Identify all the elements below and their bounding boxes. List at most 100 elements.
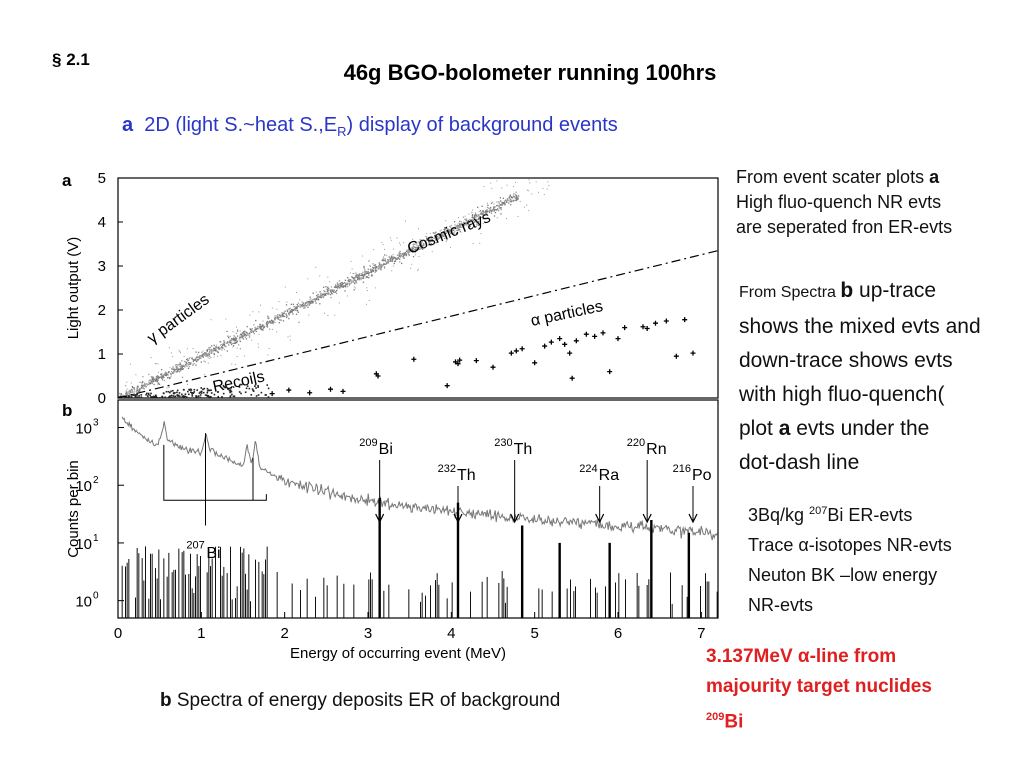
gamma-point xyxy=(405,254,408,257)
gamma-point xyxy=(382,264,384,266)
gamma-point xyxy=(364,271,366,273)
gamma-point xyxy=(281,315,283,317)
gamma-point xyxy=(504,202,506,204)
bi-line1-before: 3Bq/kg xyxy=(748,505,810,525)
gamma-point xyxy=(267,316,269,318)
gamma-point xyxy=(175,366,177,368)
gamma-point xyxy=(207,357,209,359)
gamma-point xyxy=(377,266,379,268)
gamma-point xyxy=(457,227,459,230)
gamma-point xyxy=(267,315,269,317)
recoil-point xyxy=(174,392,176,394)
gamma-point xyxy=(197,356,199,359)
gamma-point xyxy=(391,270,393,272)
gamma-point xyxy=(147,384,149,386)
gamma-point xyxy=(482,212,484,215)
gamma-point xyxy=(208,352,210,354)
gamma-point xyxy=(232,346,234,348)
peak-arrow-head xyxy=(375,513,385,524)
gamma-point xyxy=(516,197,518,199)
gamma-point xyxy=(133,391,135,393)
gamma-point xyxy=(346,283,348,286)
gamma-point xyxy=(190,362,192,364)
gamma-point xyxy=(236,330,239,332)
gamma-point xyxy=(430,239,433,241)
gamma-point xyxy=(244,335,246,337)
note-b-line3: down-trace shows evts xyxy=(739,349,953,372)
gamma-point xyxy=(358,275,360,278)
gamma-point xyxy=(158,383,161,386)
section-number-text: 2.1 xyxy=(66,50,90,69)
panel-b-ytick-label: 10 xyxy=(75,421,92,438)
gamma-point xyxy=(151,380,153,383)
gamma-point xyxy=(139,390,141,392)
gamma-point xyxy=(248,336,251,338)
bi207-bracket xyxy=(163,444,267,501)
gamma-point xyxy=(417,268,419,270)
gamma-point xyxy=(126,381,128,383)
gamma-point xyxy=(352,279,354,282)
gamma-point xyxy=(398,254,400,256)
bi-line3: Neuton BK –low energy xyxy=(748,565,938,585)
gamma-point xyxy=(223,341,225,343)
gamma-point xyxy=(409,251,411,253)
gamma-point xyxy=(493,210,495,212)
gamma-point xyxy=(417,269,419,271)
gamma-point xyxy=(159,376,161,378)
gamma-point xyxy=(251,328,253,330)
gamma-point xyxy=(333,286,336,288)
gamma-point xyxy=(391,255,393,257)
gamma-point xyxy=(350,279,352,282)
gamma-point xyxy=(367,271,369,273)
gamma-point xyxy=(343,282,346,284)
gamma-point xyxy=(374,269,376,271)
gamma-point xyxy=(286,301,288,303)
recoil-point xyxy=(132,394,135,396)
gamma-point xyxy=(515,195,517,197)
alpha-point xyxy=(562,341,568,347)
gamma-point xyxy=(391,258,394,260)
gamma-point xyxy=(153,378,155,381)
gamma-point xyxy=(298,321,300,323)
gamma-point xyxy=(372,270,375,273)
gamma-point xyxy=(179,352,181,354)
gamma-point xyxy=(168,370,170,373)
recoil-point xyxy=(260,391,263,394)
gamma-point xyxy=(293,309,295,312)
gamma-point xyxy=(312,301,314,303)
gamma-point xyxy=(249,332,251,334)
alpha-point xyxy=(444,383,450,389)
gamma-point xyxy=(251,339,253,341)
gamma-point xyxy=(498,201,500,203)
gamma-point xyxy=(137,389,139,391)
gamma-point xyxy=(233,335,235,337)
peak-arrow-head xyxy=(510,513,520,524)
gamma-point xyxy=(329,289,331,291)
gamma-point xyxy=(278,322,280,324)
gamma-point xyxy=(377,268,379,270)
gamma-point xyxy=(366,271,368,273)
gamma-point xyxy=(284,310,286,312)
gamma-point xyxy=(386,254,388,256)
gamma-point xyxy=(487,210,489,212)
panel-a-ytick-label: 5 xyxy=(98,170,106,187)
recoil-point xyxy=(150,392,152,395)
recoil-point xyxy=(153,395,155,398)
recoil-point xyxy=(251,388,254,390)
gamma-point xyxy=(514,181,516,183)
gamma-point xyxy=(126,393,128,396)
note-alpha-line: 3.137MeV α-line from majourity target nu… xyxy=(706,642,1006,737)
gamma-point xyxy=(476,218,478,221)
gamma-point xyxy=(390,257,392,260)
gamma-point xyxy=(392,253,394,255)
gamma-point xyxy=(471,215,474,217)
gamma-point xyxy=(182,364,184,366)
gamma-point xyxy=(330,293,332,296)
gamma-point xyxy=(202,353,204,355)
gamma-point xyxy=(346,277,349,279)
gamma-point xyxy=(546,188,548,190)
gamma-point xyxy=(436,235,438,238)
gamma-point xyxy=(450,226,452,229)
gamma-point xyxy=(379,265,381,267)
gamma-point xyxy=(250,331,253,333)
